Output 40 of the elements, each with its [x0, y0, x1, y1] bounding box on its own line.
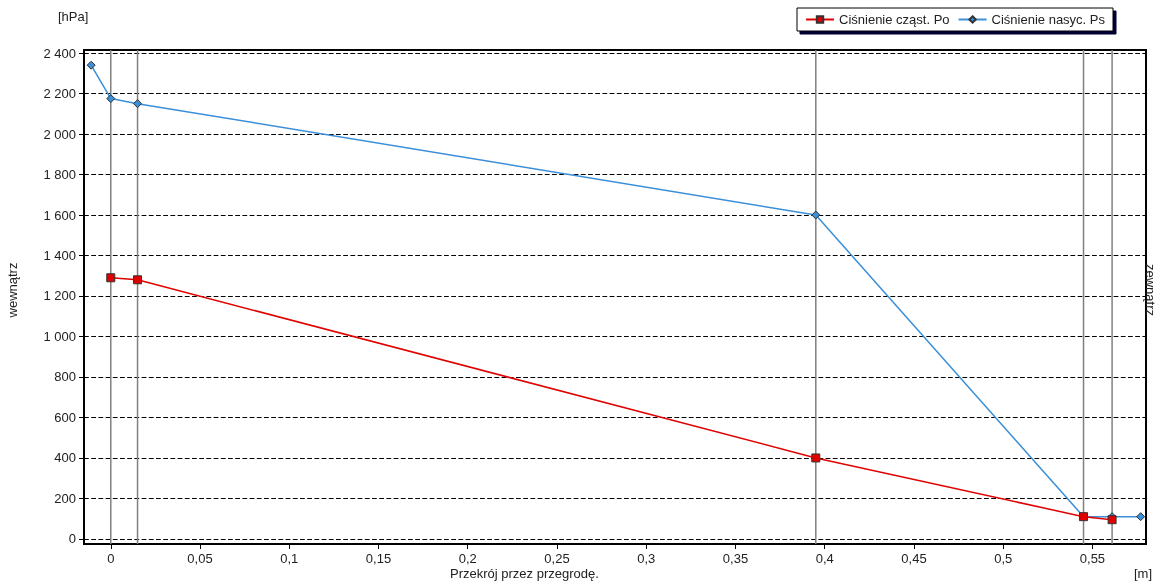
x-tick-label: 0,5 — [994, 551, 1013, 566]
point — [133, 99, 143, 109]
legend-label: Ciśnienie cząst. Po — [839, 12, 950, 27]
y-tick-label: 200 — [54, 490, 76, 506]
x-tick-label: 0,05 — [187, 551, 213, 566]
x-tick-label: 0 — [107, 551, 115, 566]
y-tick-label: 2 200 — [43, 86, 76, 102]
x-tick-label: 0,55 — [1079, 551, 1106, 566]
point — [1136, 512, 1146, 522]
point — [106, 94, 116, 104]
y-tick-label: 1 800 — [43, 167, 76, 183]
x-tick-label: 0,35 — [722, 551, 749, 566]
text: wewnątrz — [5, 262, 20, 319]
y-tick-label: 2 400 — [43, 45, 76, 61]
x-tick-label: 0,15 — [365, 551, 392, 566]
y-tick-label: 1 000 — [43, 328, 76, 344]
y-tick-label: 0 — [68, 531, 76, 547]
x-tick-label: 0,4 — [815, 551, 834, 566]
y-tick-label: 1 200 — [43, 288, 76, 304]
x-tick-label: 0,1 — [280, 551, 299, 566]
legend-label: Ciśnienie nasyc. Ps — [991, 12, 1106, 27]
y-tick-label: 2 000 — [43, 126, 76, 142]
x-tick-label: 0,2 — [458, 551, 477, 566]
point — [106, 273, 116, 283]
y-tick-label: 1 400 — [43, 248, 76, 263]
point — [86, 60, 96, 70]
text: [m] — [1134, 566, 1153, 581]
x-tick-label: 0,45 — [901, 551, 927, 566]
x-tick-label: 0,25 — [544, 551, 570, 566]
y-tick-label: 400 — [54, 450, 76, 466]
point — [133, 275, 143, 285]
y-tick-label: 800 — [54, 369, 76, 385]
point — [811, 453, 821, 463]
y-tick-label: 600 — [54, 409, 76, 425]
y-axis-title: [hPa] — [58, 9, 89, 24]
annotation: zewnątrz — [1143, 263, 1158, 317]
x-axis-title: Przekrój przez przegrodę. — [450, 566, 599, 581]
y-tick-label: 1 600 — [43, 207, 76, 223]
point — [811, 210, 821, 220]
x-tick-label: 0,3 — [637, 551, 656, 566]
